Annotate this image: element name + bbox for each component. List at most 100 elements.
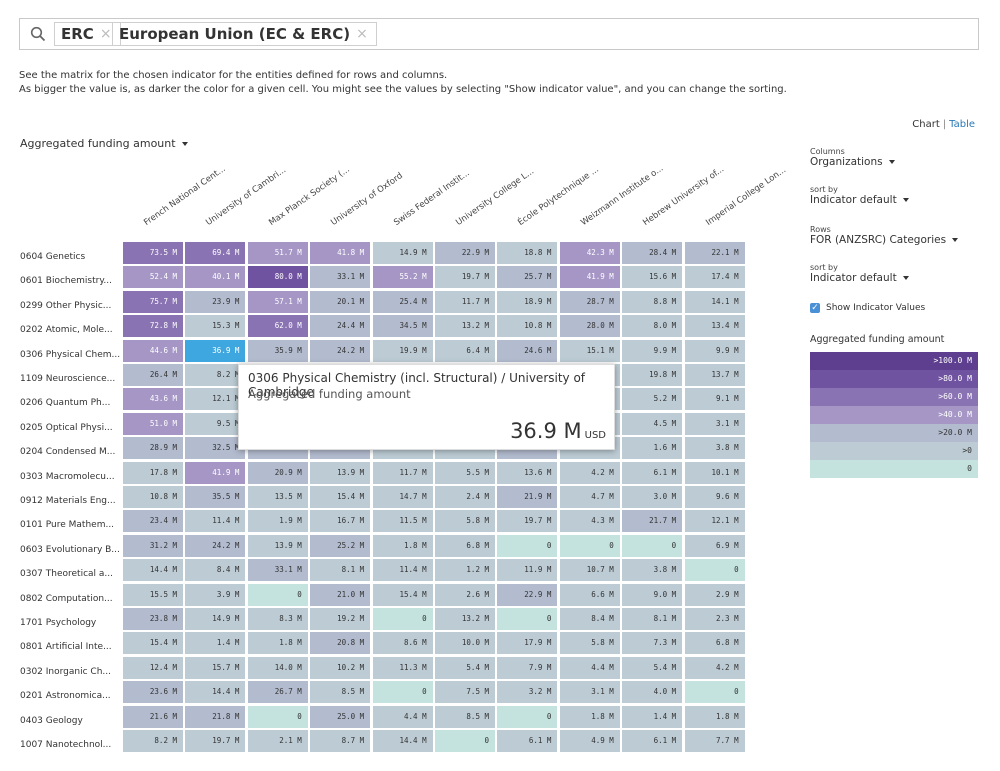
- matrix-cell[interactable]: 1.4 M: [621, 704, 684, 729]
- matrix-cell[interactable]: 15.7 M: [184, 655, 247, 680]
- matrix-cell[interactable]: 19.7 M: [496, 509, 559, 534]
- matrix-cell[interactable]: 0: [496, 704, 559, 729]
- matrix-cell[interactable]: 4.7 M: [558, 485, 621, 509]
- matrix-cell[interactable]: 18.9 M: [496, 289, 559, 314]
- matrix-cell[interactable]: 8.5 M: [434, 704, 496, 729]
- matrix-cell[interactable]: 14.4 M: [122, 558, 184, 583]
- matrix-cell[interactable]: 2.6 M: [434, 582, 496, 607]
- matrix-cell[interactable]: 5.5 M: [434, 460, 496, 485]
- matrix-cell[interactable]: 3.1 M: [683, 411, 746, 436]
- matrix-cell[interactable]: 22.1 M: [683, 241, 746, 265]
- matrix-cell[interactable]: 8.4 M: [558, 607, 621, 631]
- matrix-cell[interactable]: 0: [496, 533, 559, 558]
- matrix-cell[interactable]: 62.0 M: [246, 314, 309, 339]
- matrix-cell[interactable]: 4.5 M: [621, 411, 684, 436]
- matrix-cell[interactable]: 14.4 M: [184, 680, 247, 705]
- matrix-cell[interactable]: 3.8 M: [683, 436, 746, 461]
- matrix-cell[interactable]: 14.1 M: [683, 289, 746, 314]
- matrix-cell[interactable]: 4.4 M: [558, 655, 621, 680]
- matrix-cell[interactable]: 3.2 M: [496, 680, 559, 705]
- matrix-cell[interactable]: 3.9 M: [184, 582, 247, 607]
- matrix-cell[interactable]: 41.9 M: [184, 460, 247, 485]
- matrix-cell[interactable]: 28.4 M: [621, 241, 684, 265]
- matrix-cell[interactable]: 13.7 M: [683, 363, 746, 387]
- matrix-cell[interactable]: 15.4 M: [371, 582, 434, 607]
- filter-chip-european-union[interactable]: European Union (EC & ERC) ×: [112, 22, 377, 46]
- matrix-cell[interactable]: 14.9 M: [184, 607, 247, 631]
- matrix-cell[interactable]: 5.8 M: [434, 509, 496, 534]
- matrix-cell[interactable]: 4.9 M: [558, 729, 621, 753]
- matrix-cell[interactable]: 5.4 M: [434, 655, 496, 680]
- matrix-cell[interactable]: 2.1 M: [246, 729, 309, 753]
- remove-chip-icon[interactable]: ×: [99, 26, 112, 42]
- matrix-cell[interactable]: 51.0 M: [122, 411, 184, 436]
- matrix-cell[interactable]: 10.0 M: [434, 631, 496, 656]
- matrix-cell[interactable]: 43.6 M: [122, 387, 184, 412]
- matrix-cell[interactable]: 8.8 M: [621, 289, 684, 314]
- matrix-cell[interactable]: 2.3 M: [683, 607, 746, 631]
- matrix-cell[interactable]: 3.0 M: [621, 485, 684, 509]
- matrix-cell[interactable]: 17.8 M: [122, 460, 184, 485]
- matrix-cell[interactable]: 9.9 M: [683, 338, 746, 363]
- matrix-cell[interactable]: 1.8 M: [683, 704, 746, 729]
- matrix-cell[interactable]: 20.9 M: [246, 460, 309, 485]
- matrix-cell[interactable]: 18.8 M: [496, 241, 559, 265]
- matrix-cell[interactable]: 21.0 M: [309, 582, 372, 607]
- search-bar[interactable]: ERC × European Union (EC & ERC) ×: [19, 18, 979, 50]
- matrix-cell[interactable]: 17.9 M: [496, 631, 559, 656]
- matrix-cell[interactable]: 15.1 M: [558, 338, 621, 363]
- matrix-cell[interactable]: 8.1 M: [621, 607, 684, 631]
- matrix-cell[interactable]: 6.9 M: [683, 533, 746, 558]
- matrix-cell[interactable]: 20.8 M: [309, 631, 372, 656]
- remove-chip-icon[interactable]: ×: [356, 26, 368, 42]
- matrix-cell[interactable]: 24.4 M: [309, 314, 372, 339]
- matrix-cell[interactable]: 28.7 M: [558, 289, 621, 314]
- filter-chip-erc[interactable]: ERC ×: [54, 22, 121, 46]
- matrix-cell[interactable]: 6.4 M: [434, 338, 496, 363]
- matrix-cell[interactable]: 19.2 M: [309, 607, 372, 631]
- matrix-cell[interactable]: 22.9 M: [434, 241, 496, 265]
- matrix-cell[interactable]: 3.8 M: [621, 558, 684, 583]
- matrix-cell[interactable]: 14.7 M: [371, 485, 434, 509]
- matrix-cell[interactable]: 1.4 M: [184, 631, 247, 656]
- matrix-cell[interactable]: 15.3 M: [184, 314, 247, 339]
- columns-dropdown[interactable]: Organizations: [810, 156, 895, 168]
- matrix-cell[interactable]: 21.8 M: [184, 704, 247, 729]
- matrix-cell[interactable]: 44.6 M: [122, 338, 184, 363]
- matrix-cell[interactable]: 4.2 M: [683, 655, 746, 680]
- matrix-cell[interactable]: 28.9 M: [122, 436, 184, 461]
- matrix-cell[interactable]: 80.0 M: [246, 265, 309, 290]
- matrix-cell[interactable]: 0: [434, 729, 496, 753]
- matrix-cell[interactable]: 1.2 M: [434, 558, 496, 583]
- matrix-cell[interactable]: 57.1 M: [246, 289, 309, 314]
- matrix-cell[interactable]: 21.7 M: [621, 509, 684, 534]
- matrix-cell[interactable]: 0: [621, 533, 684, 558]
- matrix-cell[interactable]: 33.1 M: [246, 558, 309, 583]
- matrix-cell[interactable]: 19.7 M: [434, 265, 496, 290]
- matrix-cell[interactable]: 52.4 M: [122, 265, 184, 290]
- matrix-cell[interactable]: 13.5 M: [246, 485, 309, 509]
- matrix-cell[interactable]: 12.4 M: [122, 655, 184, 680]
- matrix-cell[interactable]: 0: [683, 680, 746, 705]
- matrix-cell[interactable]: 15.6 M: [621, 265, 684, 290]
- matrix-cell[interactable]: 1.8 M: [371, 533, 434, 558]
- matrix-cell[interactable]: 14.4 M: [371, 729, 434, 753]
- matrix-cell[interactable]: 8.4 M: [184, 558, 247, 583]
- matrix-cell[interactable]: 19.8 M: [621, 363, 684, 387]
- matrix-cell[interactable]: 15.4 M: [309, 485, 372, 509]
- matrix-cell[interactable]: 31.2 M: [122, 533, 184, 558]
- matrix-cell[interactable]: 8.5 M: [309, 680, 372, 705]
- matrix-cell[interactable]: 12.1 M: [184, 387, 247, 412]
- matrix-cell[interactable]: 25.0 M: [309, 704, 372, 729]
- matrix-cell[interactable]: 69.4 M: [184, 241, 247, 265]
- matrix-cell[interactable]: 35.9 M: [246, 338, 309, 363]
- matrix-cell[interactable]: 14.0 M: [246, 655, 309, 680]
- matrix-cell[interactable]: 25.7 M: [496, 265, 559, 290]
- matrix-cell[interactable]: 20.1 M: [309, 289, 372, 314]
- matrix-cell[interactable]: 7.3 M: [621, 631, 684, 656]
- matrix-cell[interactable]: 1.8 M: [246, 631, 309, 656]
- matrix-cell[interactable]: 8.0 M: [621, 314, 684, 339]
- matrix-cell[interactable]: 8.2 M: [184, 363, 247, 387]
- matrix-cell[interactable]: 33.1 M: [309, 265, 372, 290]
- matrix-cell[interactable]: 41.9 M: [558, 265, 621, 290]
